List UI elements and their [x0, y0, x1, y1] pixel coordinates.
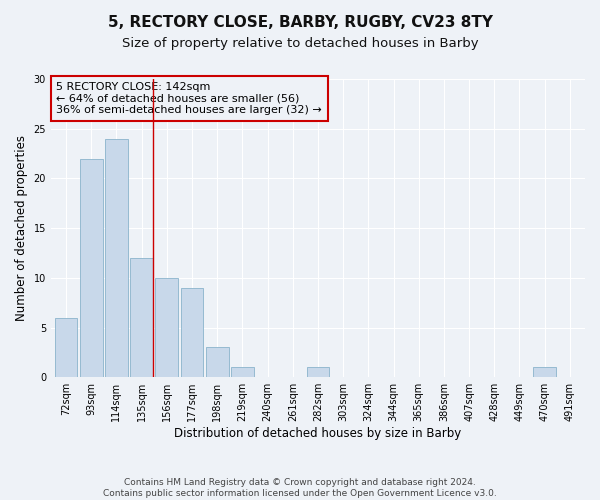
Bar [105, 138, 128, 377]
Bar [231, 368, 254, 377]
Text: Contains HM Land Registry data © Crown copyright and database right 2024.
Contai: Contains HM Land Registry data © Crown c… [103, 478, 497, 498]
Bar [55, 318, 77, 377]
Bar [80, 158, 103, 377]
Text: 5 RECTORY CLOSE: 142sqm
← 64% of detached houses are smaller (56)
36% of semi-de: 5 RECTORY CLOSE: 142sqm ← 64% of detache… [56, 82, 322, 115]
Bar [533, 368, 556, 377]
Bar [130, 258, 153, 377]
Y-axis label: Number of detached properties: Number of detached properties [15, 135, 28, 321]
X-axis label: Distribution of detached houses by size in Barby: Distribution of detached houses by size … [175, 427, 461, 440]
Text: Size of property relative to detached houses in Barby: Size of property relative to detached ho… [122, 38, 478, 51]
Bar [307, 368, 329, 377]
Text: 5, RECTORY CLOSE, BARBY, RUGBY, CV23 8TY: 5, RECTORY CLOSE, BARBY, RUGBY, CV23 8TY [107, 15, 493, 30]
Bar [206, 348, 229, 377]
Bar [155, 278, 178, 377]
Bar [181, 288, 203, 377]
